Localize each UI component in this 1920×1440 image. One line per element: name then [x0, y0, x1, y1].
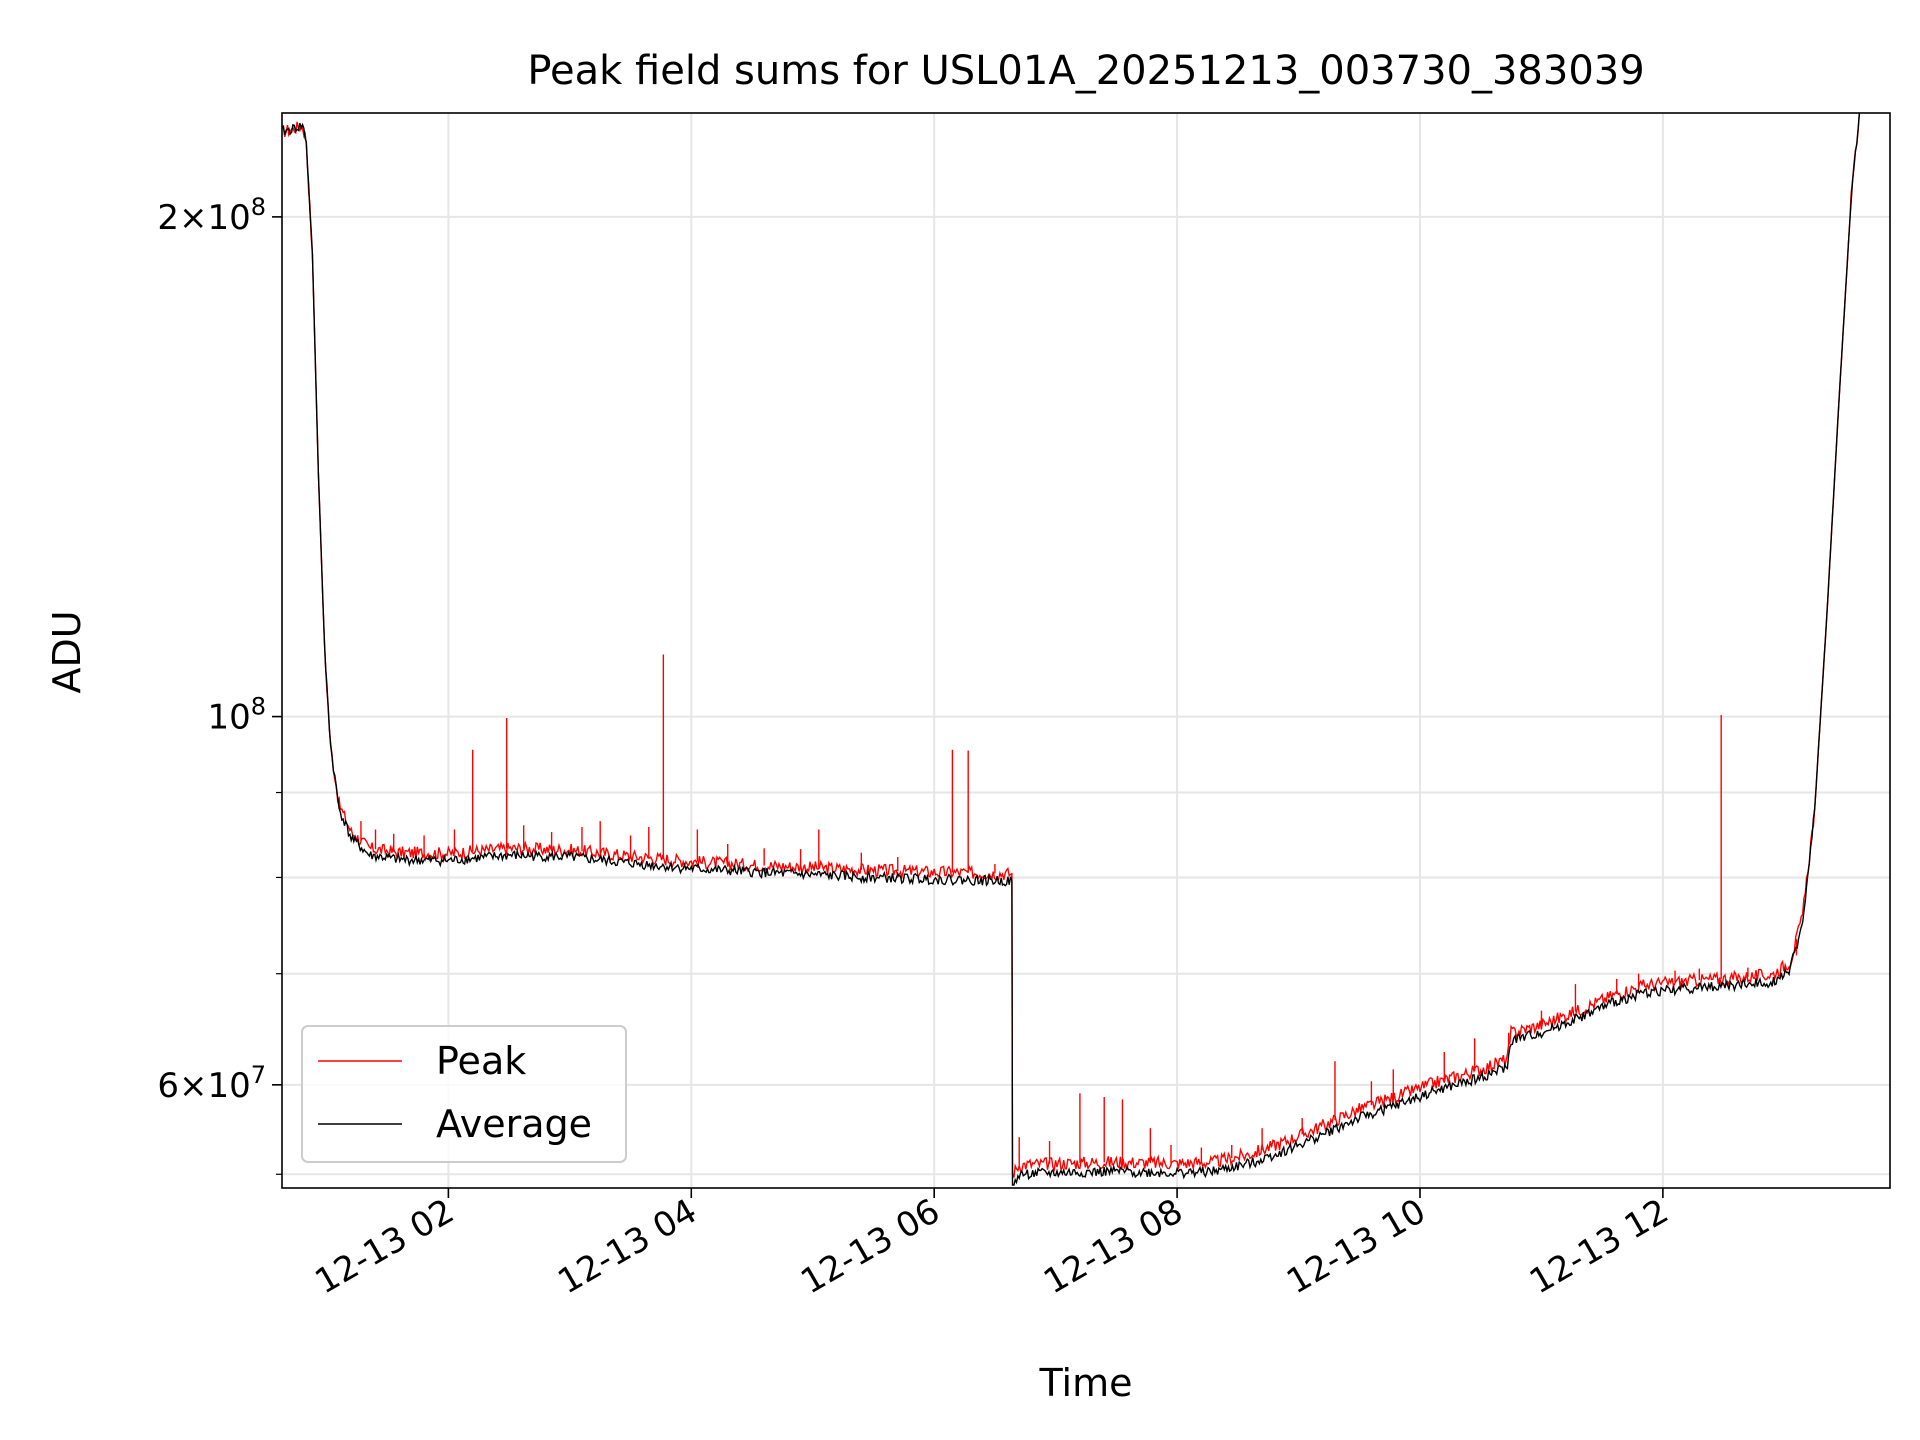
y-tick-label: 6×107 — [157, 1061, 266, 1106]
legend-label-peak: Peak — [436, 1039, 526, 1083]
x-tick-label: 12-13 04 — [551, 1191, 703, 1302]
y-axis-label: ADU — [45, 610, 89, 693]
legend: Peak Average — [301, 1025, 627, 1163]
plot-frame — [281, 112, 1891, 1189]
series-layer — [282, 113, 1861, 1186]
x-tick-label: 12-13 08 — [1037, 1191, 1189, 1302]
series-average-line — [282, 113, 1861, 1186]
grid-layer — [282, 113, 1890, 1188]
y-tick-label: 108 — [207, 693, 266, 738]
legend-label-average: Average — [436, 1102, 592, 1146]
series-peak — [282, 113, 1861, 1178]
series-average — [282, 113, 1861, 1186]
x-tick-label: 12-13 06 — [794, 1191, 946, 1302]
x-tick-label: 12-13 10 — [1280, 1191, 1432, 1302]
legend-box — [301, 1025, 627, 1163]
x-tick-label: 12-13 12 — [1523, 1191, 1675, 1302]
series-peak-line — [282, 113, 1861, 1178]
x-axis-label: Time — [1039, 1361, 1133, 1405]
chart-title: Peak field sums for USL01A_20251213_0037… — [527, 48, 1644, 94]
y-tick-label: 2×108 — [157, 193, 266, 238]
x-tick-label: 12-13 02 — [308, 1191, 460, 1302]
